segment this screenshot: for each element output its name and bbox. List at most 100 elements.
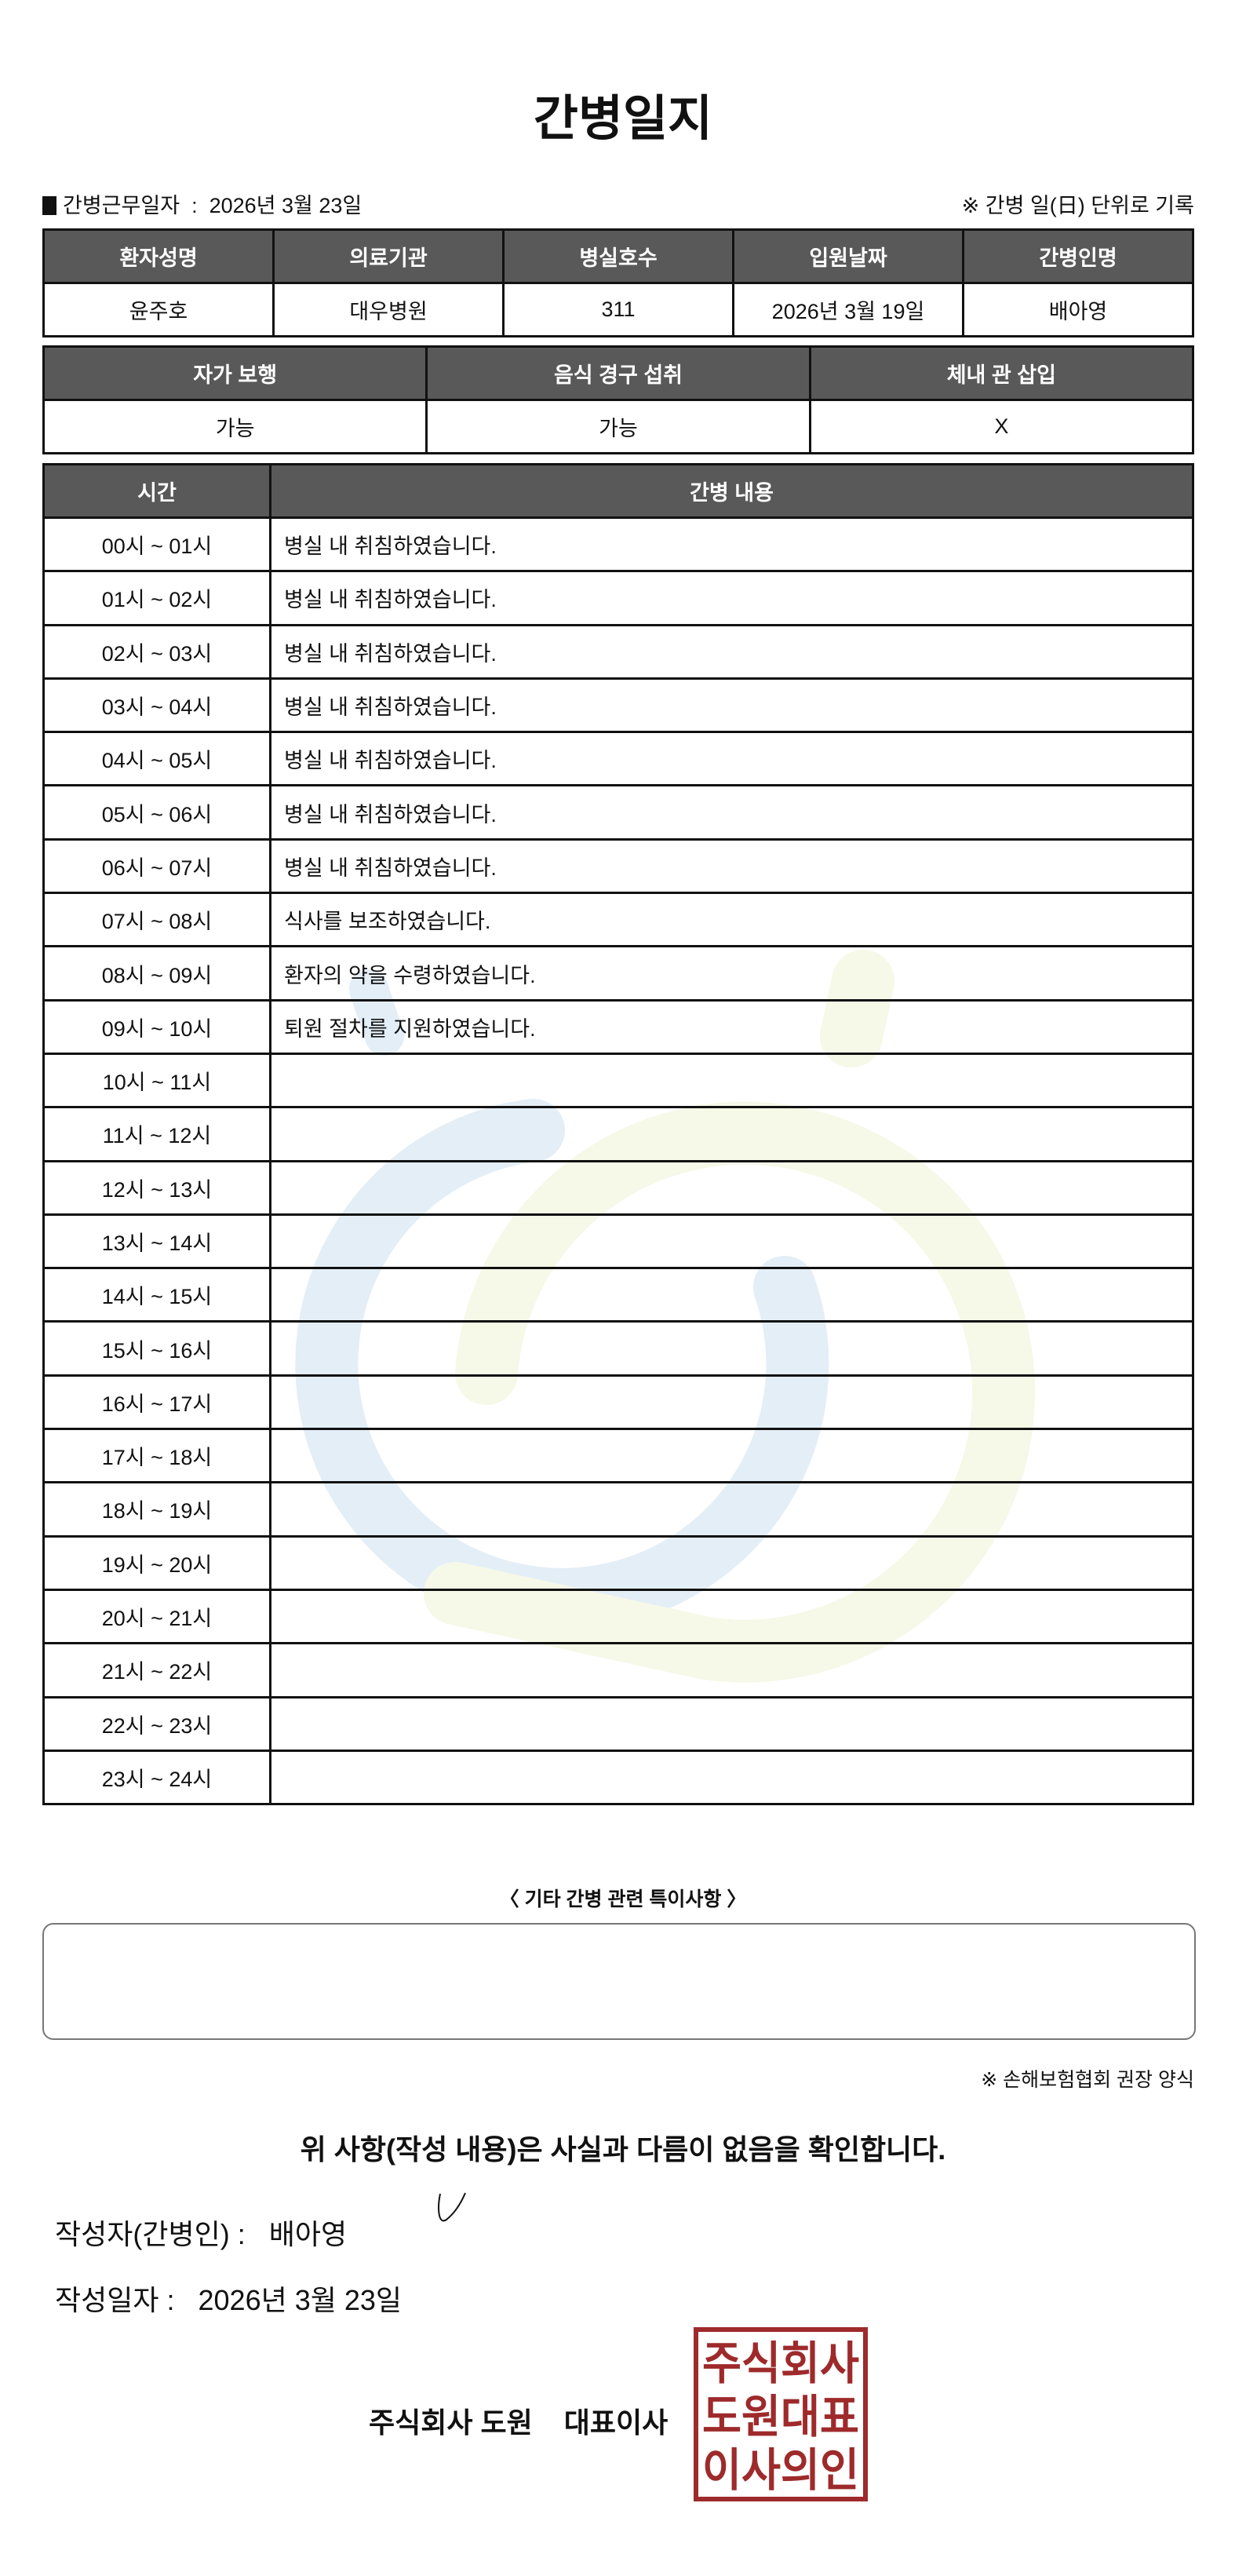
log-content[interactable] xyxy=(269,1428,1194,1484)
log-content[interactable] xyxy=(269,1481,1194,1538)
log-row: 09시 ~ 10시 퇴원 절차를 지원하였습니다. xyxy=(42,998,1194,1055)
log-row: 18시 ~ 19시 xyxy=(42,1481,1194,1538)
writer-label: 작성자(간병인) : xyxy=(55,2218,246,2250)
log-content[interactable] xyxy=(269,1320,1194,1377)
log-row: 03시 ~ 04시 병실 내 취침하였습니다. xyxy=(42,677,1194,734)
log-time: 05시 ~ 06시 xyxy=(42,784,271,841)
log-content[interactable] xyxy=(269,1374,1194,1431)
log-row: 11시 ~ 12시 xyxy=(42,1106,1194,1162)
log-content[interactable] xyxy=(269,1213,1194,1270)
header-walking: 자가 보행 xyxy=(42,345,428,401)
square-bullet-icon xyxy=(42,196,56,215)
write-date-value: 2026년 3월 23일 xyxy=(198,2284,403,2316)
page-title: 간병일지 xyxy=(533,92,713,146)
patient-status-table: 자가 보행 음식 경구 섭취 체내 관 삽입 가능 가능 X xyxy=(42,345,1195,454)
log-time: 19시 ~ 20시 xyxy=(42,1534,271,1591)
log-time: 21시 ~ 22시 xyxy=(42,1642,271,1698)
log-content[interactable] xyxy=(269,1588,1194,1645)
work-date-value: 2026년 3월 23일 xyxy=(209,194,363,217)
log-content[interactable] xyxy=(269,1695,1194,1752)
seal-text-line: 이사의인 xyxy=(702,2445,859,2496)
log-time: 17시 ~ 18시 xyxy=(42,1428,271,1484)
admission-date: 2026년 3월 19일 xyxy=(732,282,964,338)
walking-value: 가능 xyxy=(42,399,428,454)
log-time: 23시 ~ 24시 xyxy=(42,1749,271,1806)
log-content[interactable]: 퇴원 절차를 지원하였습니다. xyxy=(269,998,1194,1055)
log-content[interactable]: 병실 내 취침하였습니다. xyxy=(269,677,1194,734)
unit-note: ※ 간병 일(日) 단위로 기록 xyxy=(961,194,1194,217)
log-row: 10시 ~ 11시 xyxy=(42,1052,1194,1109)
log-time: 15시 ~ 16시 xyxy=(42,1320,271,1377)
log-row: 06시 ~ 07시 병실 내 취침하였습니다. xyxy=(42,837,1194,895)
log-content[interactable]: 병실 내 취침하였습니다. xyxy=(269,784,1194,841)
log-time: 10시 ~ 11시 xyxy=(42,1052,271,1109)
log-content[interactable]: 병실 내 취침하였습니다. xyxy=(269,623,1194,680)
patient-info-table: 환자성명 의료기관 병실호수 입원날짜 간병인명 윤주호 대우병원 311 20… xyxy=(42,228,1194,338)
oral-intake-value: 가능 xyxy=(425,399,811,454)
signature xyxy=(438,2192,466,2222)
log-content[interactable] xyxy=(269,1534,1194,1591)
work-date-separator: : xyxy=(191,194,198,217)
company-signoff: 주식회사 도원 대표이사 xyxy=(369,2400,668,2441)
header-care-content: 간병 내용 xyxy=(269,463,1194,519)
log-time: 06시 ~ 07시 xyxy=(42,837,271,895)
log-row: 16시 ~ 17시 xyxy=(42,1374,1194,1431)
room-number: 311 xyxy=(502,282,734,338)
header-hospital: 의료기관 xyxy=(272,228,505,284)
header-room: 병실호수 xyxy=(502,228,734,284)
header-caregiver: 간병인명 xyxy=(962,228,1194,284)
company-title: 대표이사 xyxy=(563,2406,669,2439)
log-row: 13시 ~ 14시 xyxy=(42,1213,1194,1270)
log-content[interactable] xyxy=(269,1749,1194,1806)
work-date-label: 간병근무일자 xyxy=(63,194,180,217)
log-content[interactable] xyxy=(269,1159,1194,1216)
log-time: 22시 ~ 23시 xyxy=(42,1695,271,1752)
log-row: 02시 ~ 03시 병실 내 취침하였습니다. xyxy=(42,623,1194,680)
log-row: 00시 ~ 01시 병실 내 취침하였습니다. xyxy=(42,516,1194,573)
log-content[interactable]: 병실 내 취침하였습니다. xyxy=(269,570,1194,626)
work-date: 간병근무일자 : 2026년 3월 23일 xyxy=(42,188,362,219)
log-content[interactable]: 환자의 약을 수령하였습니다. xyxy=(269,945,1194,1002)
notes-box[interactable] xyxy=(42,1923,1196,2040)
log-row: 07시 ~ 08시 식사를 보조하였습니다. xyxy=(42,892,1194,948)
recommendation-note: ※ 손해보험협회 권장 양식 xyxy=(981,2069,1194,2091)
log-content[interactable]: 병실 내 취침하였습니다. xyxy=(269,837,1194,895)
log-row: 20시 ~ 21시 xyxy=(42,1588,1194,1645)
caregiver-name: 배아영 xyxy=(962,282,1194,338)
log-content[interactable] xyxy=(269,1642,1194,1698)
log-time: 02시 ~ 03시 xyxy=(42,623,271,680)
log-time: 18시 ~ 19시 xyxy=(42,1481,271,1538)
log-content[interactable] xyxy=(269,1052,1194,1109)
log-time: 14시 ~ 15시 xyxy=(42,1267,271,1323)
log-time: 01시 ~ 02시 xyxy=(42,570,271,626)
log-content[interactable]: 병실 내 취침하였습니다. xyxy=(269,731,1194,787)
log-row: 17시 ~ 18시 xyxy=(42,1428,1194,1484)
log-row: 19시 ~ 20시 xyxy=(42,1534,1194,1591)
header-tube: 체내 관 삽입 xyxy=(808,345,1195,401)
log-row: 22시 ~ 23시 xyxy=(42,1695,1194,1752)
seal-text-line: 도원대표 xyxy=(702,2392,859,2443)
log-time: 04시 ~ 05시 xyxy=(42,731,271,787)
log-time: 03시 ~ 04시 xyxy=(42,677,271,734)
patient-name: 윤주호 xyxy=(42,282,275,338)
log-row: 23시 ~ 24시 xyxy=(42,1749,1194,1806)
writer-line: 작성자(간병인) : 배아영 xyxy=(55,2212,347,2253)
header-admission-date: 입원날짜 xyxy=(732,228,964,284)
company-name: 주식회사 도원 xyxy=(369,2406,533,2439)
log-time: 20시 ~ 21시 xyxy=(42,1588,271,1645)
log-content[interactable]: 식사를 보조하였습니다. xyxy=(269,892,1194,948)
hospital: 대우병원 xyxy=(272,282,505,338)
log-row: 12시 ~ 13시 xyxy=(42,1159,1194,1216)
log-content[interactable]: 병실 내 취침하였습니다. xyxy=(269,516,1194,573)
header-oral-intake: 음식 경구 섭취 xyxy=(425,345,811,401)
tube-value: X xyxy=(808,399,1195,454)
care-log-table: 시간 간병 내용 00시 ~ 01시 병실 내 취침하였습니다. 01시 ~ 02시… xyxy=(42,463,1194,1806)
log-content[interactable] xyxy=(269,1267,1194,1323)
header-time: 시간 xyxy=(42,463,271,519)
log-content[interactable] xyxy=(269,1106,1194,1162)
log-time: 12시 ~ 13시 xyxy=(42,1159,271,1216)
writer-name: 배아영 xyxy=(268,2218,348,2250)
log-row: 14시 ~ 15시 xyxy=(42,1267,1194,1323)
write-date-label: 작성일자 : xyxy=(55,2284,175,2316)
